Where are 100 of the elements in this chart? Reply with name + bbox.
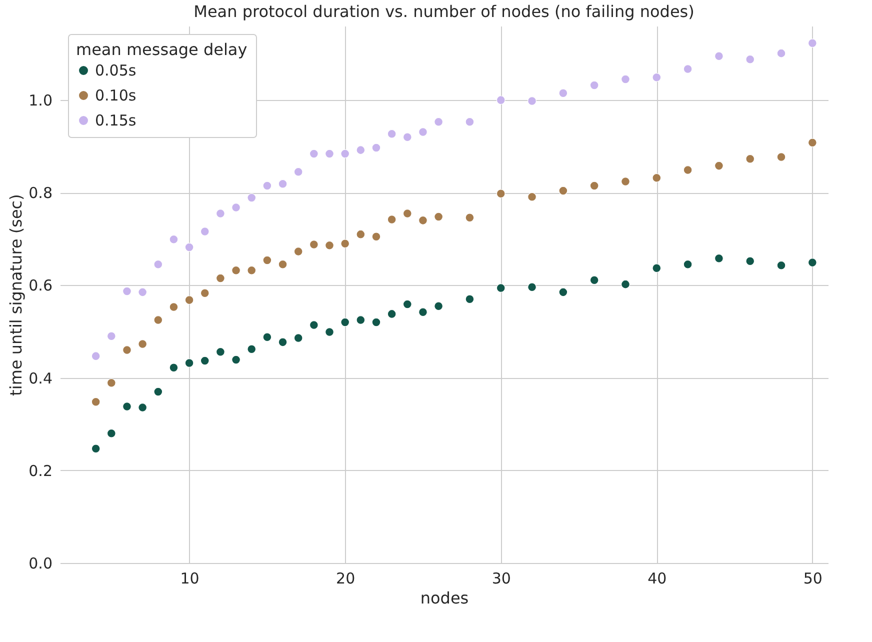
point (714, 161, 724, 170)
point (372, 143, 381, 152)
point (652, 264, 662, 273)
point (309, 240, 318, 249)
point (356, 146, 366, 155)
legend-label: 0.05s (95, 62, 136, 80)
y-tick-label: 1.0 (28, 92, 52, 110)
point (247, 344, 256, 354)
point (106, 332, 116, 341)
point (106, 378, 116, 388)
point (776, 260, 786, 270)
point (106, 428, 116, 438)
point (496, 284, 506, 292)
point (262, 256, 272, 265)
point (184, 296, 194, 305)
y-tick-label: 0.2 (28, 462, 52, 480)
point (138, 340, 148, 349)
point (808, 38, 817, 48)
point (496, 189, 506, 198)
legend-label: 0.10s (95, 86, 136, 104)
point (91, 352, 100, 361)
legend-title: mean message delay (76, 40, 248, 59)
point (496, 96, 506, 105)
point (278, 260, 288, 269)
point (402, 209, 412, 218)
x-axis-title: nodes (420, 588, 469, 608)
point (402, 300, 412, 309)
point (714, 254, 724, 263)
point (247, 266, 256, 275)
point (122, 286, 132, 296)
point (652, 173, 662, 182)
point (434, 117, 444, 126)
point (746, 54, 755, 64)
point (262, 181, 272, 190)
point (590, 181, 599, 190)
point (169, 302, 178, 312)
point (154, 387, 163, 396)
point (418, 216, 428, 225)
point (294, 334, 303, 342)
y-axis-title: time until signature (sec) (6, 194, 26, 396)
point (590, 276, 599, 285)
point (558, 186, 568, 196)
y-tick-label: 0.6 (28, 276, 52, 295)
point (746, 256, 755, 266)
point (714, 52, 724, 61)
point (356, 230, 366, 239)
point (154, 315, 163, 324)
point (558, 88, 568, 98)
point (340, 149, 350, 158)
x-tick-label: 10 (180, 570, 200, 588)
point (184, 358, 194, 368)
point (216, 347, 225, 356)
point (340, 239, 350, 248)
point (465, 117, 474, 126)
point (434, 212, 444, 222)
point (683, 165, 692, 174)
point (558, 288, 568, 297)
point (465, 213, 474, 222)
x-tick-label: 20 (336, 570, 356, 588)
point (776, 48, 786, 58)
point (621, 177, 630, 186)
point (278, 179, 288, 188)
legend-label: 0.15s (95, 112, 136, 130)
point (402, 132, 412, 142)
point (262, 332, 272, 342)
point (621, 280, 630, 289)
point (232, 266, 241, 275)
point (356, 315, 366, 324)
x-tick-label: 40 (648, 570, 667, 588)
point (91, 444, 100, 454)
point (683, 260, 692, 269)
point (154, 260, 163, 269)
y-tick-label: 0.4 (28, 369, 52, 388)
point (122, 402, 132, 412)
point (808, 138, 817, 148)
point (184, 242, 194, 252)
point (418, 308, 428, 317)
point (216, 274, 225, 283)
point (387, 129, 396, 138)
point (200, 288, 210, 298)
point (590, 80, 599, 90)
point (200, 227, 210, 236)
point (528, 282, 536, 292)
point (122, 346, 132, 355)
point (232, 202, 241, 212)
point (434, 302, 444, 311)
point (91, 397, 100, 406)
point (216, 209, 225, 218)
point (294, 167, 303, 176)
point (776, 152, 786, 162)
chart-title: Mean protocol duration vs. number of nodes (no failing nodes) (194, 2, 694, 21)
point (683, 64, 692, 74)
point (169, 363, 178, 372)
point (278, 338, 288, 347)
point (465, 294, 474, 304)
point (325, 240, 334, 250)
point (232, 355, 241, 364)
point (325, 149, 334, 158)
point (138, 402, 148, 412)
point (621, 74, 630, 84)
